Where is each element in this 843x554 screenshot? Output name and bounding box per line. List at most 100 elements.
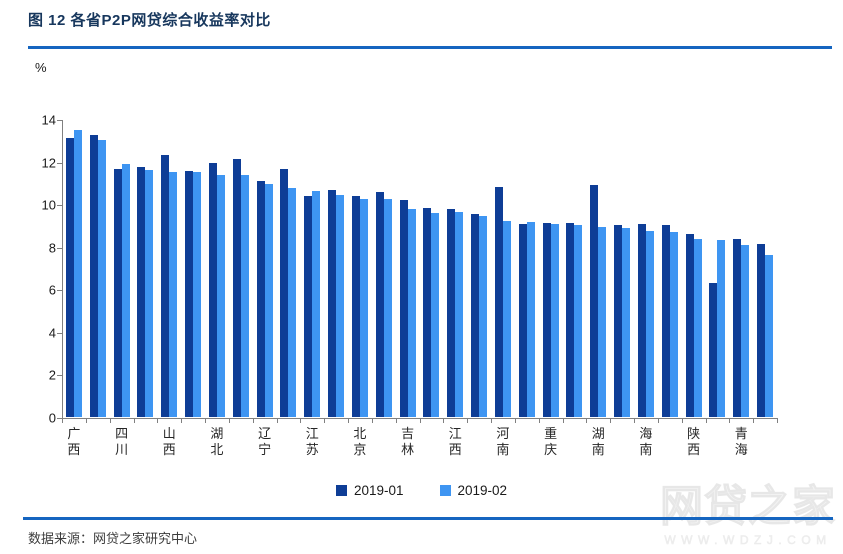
x-axis-label-北京: 北 京	[353, 426, 367, 458]
bar-2019-02-group10	[288, 188, 297, 417]
bar-2019-01-group13	[351, 195, 360, 417]
y-axis-tick	[57, 290, 62, 292]
x-axis-tick	[705, 419, 707, 423]
bar-2019-02-group6	[193, 172, 202, 417]
x-axis-label-河南: 河 南	[496, 426, 510, 458]
x-axis-tick	[514, 419, 516, 423]
bar-2019-01-group29	[733, 239, 742, 417]
bar-2019-02-group30	[765, 255, 774, 417]
watermark-url-text: WWW.WDZJ.COM	[664, 533, 832, 548]
x-axis-tick	[681, 419, 683, 423]
x-axis-label-山西: 山 西	[162, 426, 176, 458]
x-axis-label-广西: 广 西	[67, 426, 81, 458]
x-axis-tick	[443, 419, 445, 423]
x-axis-tick	[228, 419, 230, 423]
x-axis-tick	[252, 419, 254, 423]
plot-area: 0 2 4 6 8 10 12 14 广 西 四 川 山 西 湖 北 辽 宁 江 苏 北 京 吉 林 江 西 河 …	[42, 113, 778, 457]
bar-2019-01-group22	[566, 223, 575, 417]
x-axis-label-海南: 海 南	[639, 426, 653, 458]
x-axis-label-辽宁: 辽 宁	[258, 426, 272, 458]
bar-2019-02-group3	[121, 163, 130, 417]
bar-2019-02-group21	[550, 224, 559, 417]
bar-2019-02-group18	[479, 215, 488, 417]
bar-2019-01-group8	[232, 159, 241, 417]
bar-2019-02-group19	[502, 221, 511, 417]
x-axis-tick	[85, 419, 87, 423]
x-axis-label-青海: 青 海	[734, 426, 748, 458]
x-axis-label-重庆: 重 庆	[544, 426, 558, 458]
bar-2019-01-group28	[709, 282, 718, 417]
bar-2019-01-group2	[89, 134, 98, 417]
y-axis-tick	[57, 247, 62, 249]
legend: 2019-01 2019-02	[0, 483, 843, 498]
x-axis-tick	[538, 419, 540, 423]
bar-2019-01-group21	[542, 223, 551, 417]
bar-2019-02-group23	[598, 226, 607, 417]
top-divider-line	[28, 46, 832, 49]
x-axis-tick	[62, 419, 63, 423]
bar-2019-01-group3	[113, 169, 122, 417]
x-axis-tick	[133, 419, 135, 423]
y-axis-tick-label: 0	[48, 410, 56, 426]
bar-2019-01-group25	[637, 224, 646, 417]
bar-2019-01-group27	[685, 233, 694, 417]
bar-2019-01-group1	[65, 138, 74, 417]
x-axis-tick	[419, 419, 421, 423]
legend-label-series2: 2019-02	[457, 483, 508, 498]
bar-2019-02-group14	[383, 198, 392, 417]
bar-2019-01-group9	[256, 180, 265, 417]
bar-2019-01-group20	[518, 224, 527, 417]
y-axis-tick-label: 6	[48, 282, 56, 298]
x-axis-label-湖北: 湖 北	[210, 426, 224, 458]
x-axis-tick	[300, 419, 302, 423]
legend-swatch-series2	[439, 485, 451, 496]
y-axis-tick	[57, 162, 62, 164]
x-axis-tick	[109, 419, 111, 423]
bar-2019-01-group5	[161, 155, 170, 417]
x-axis-label-四川: 四 川	[115, 426, 129, 458]
bar-2019-01-group18	[471, 213, 480, 417]
bar-2019-02-group12	[336, 194, 345, 417]
legend-item-2019-01: 2019-01	[335, 483, 404, 498]
chart-title: 图 12 各省P2P网贷综合收益率对比	[28, 12, 271, 29]
bar-2019-01-group11	[304, 195, 313, 417]
y-axis-tick-label: 2	[48, 367, 56, 383]
bar-2019-02-group22	[574, 225, 583, 417]
y-axis-tick-label: 12	[41, 155, 56, 171]
x-axis-tick	[371, 419, 373, 423]
y-axis-tick	[57, 375, 62, 377]
y-axis-tick	[57, 120, 62, 121]
x-axis-label-吉林: 吉 林	[401, 426, 415, 458]
bar-2019-02-group4	[145, 170, 154, 417]
x-axis-label-江西: 江 西	[448, 426, 462, 458]
x-axis-label-陕西: 陕 西	[687, 426, 701, 458]
bar-2019-02-group25	[645, 230, 654, 417]
bar-2019-01-group12	[328, 190, 337, 417]
bar-2019-01-group15	[399, 199, 408, 417]
x-axis-tick	[324, 419, 326, 423]
bar-2019-02-group11	[312, 191, 321, 417]
bar-2019-01-group6	[185, 171, 194, 417]
bar-2019-02-group5	[169, 172, 178, 417]
x-axis-tick	[395, 419, 397, 423]
bar-2019-02-group15	[407, 209, 416, 417]
x-axis-tick	[181, 419, 183, 423]
x-axis-tick	[348, 419, 349, 423]
y-axis-tick	[57, 205, 62, 207]
x-axis-tick	[562, 419, 564, 423]
bar-2019-02-group27	[693, 239, 702, 417]
bar-2019-02-group2	[97, 140, 106, 417]
y-axis-unit-label: %	[35, 60, 47, 75]
x-axis-tick	[634, 419, 635, 423]
bar-2019-02-group1	[73, 129, 82, 417]
x-axis-tick	[610, 419, 612, 423]
x-axis-tick	[157, 419, 159, 423]
y-axis-line	[62, 120, 63, 419]
bar-2019-02-group29	[741, 244, 750, 417]
y-axis-tick	[57, 418, 62, 419]
watermark-logo-text: 网贷之家	[660, 483, 836, 531]
bar-2019-02-group24	[622, 227, 631, 417]
bar-2019-02-group20	[526, 222, 535, 417]
legend-swatch-series1	[335, 485, 347, 496]
